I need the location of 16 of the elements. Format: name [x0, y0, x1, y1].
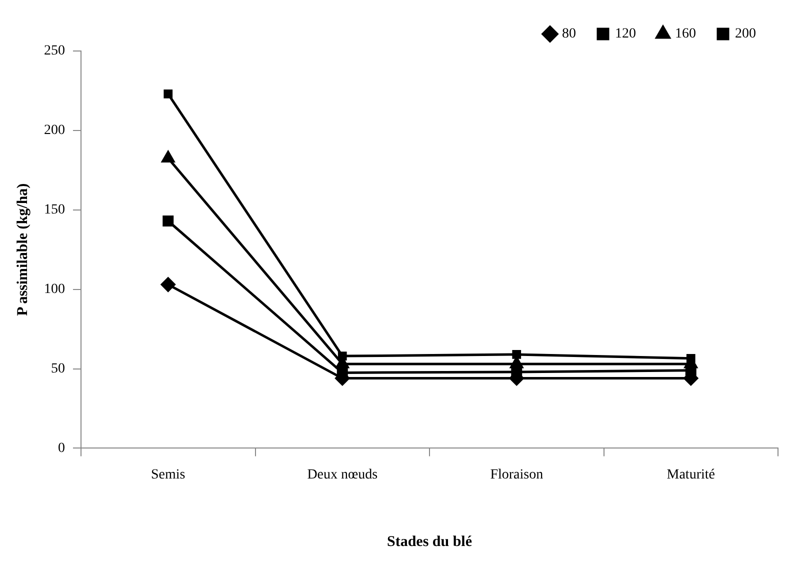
y-axis-title: P assimilable (kg/ha) [14, 183, 31, 316]
y-tick-label: 250 [44, 44, 65, 59]
y-tick-label: 100 [44, 282, 65, 297]
x-tick-label: Maturité [666, 467, 715, 482]
y-tick-label: 0 [58, 440, 65, 456]
y-tick-label: 50 [51, 361, 65, 376]
x-tick-label: Semis [151, 467, 186, 482]
y-tick-label: 200 [44, 123, 65, 138]
legend-label: 120 [615, 26, 636, 42]
legend-label: 160 [675, 26, 696, 42]
x-tick-label: Floraison [490, 467, 544, 482]
x-tick-label: Deux nœuds [307, 467, 378, 482]
legend-label: 200 [735, 26, 756, 42]
x-axis-title: Stades du blé [386, 534, 472, 550]
legend-label: 80 [562, 26, 576, 42]
y-tick-label: 150 [44, 202, 65, 218]
